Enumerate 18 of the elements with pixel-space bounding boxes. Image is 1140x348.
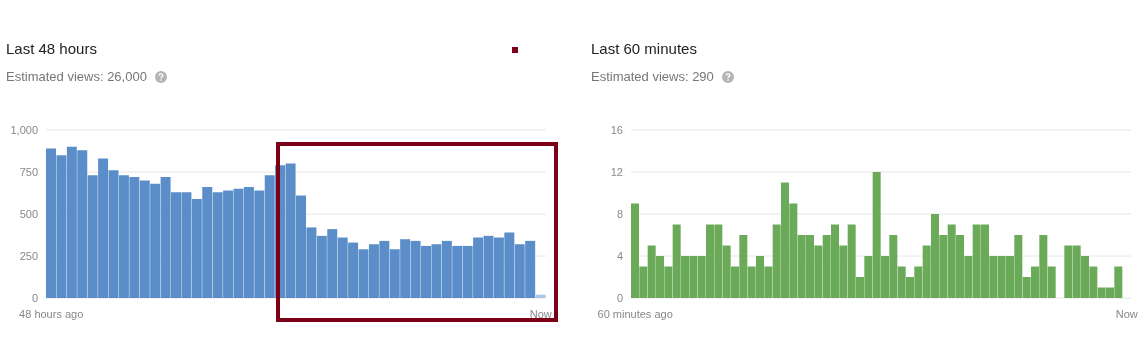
chart-subtitle: Estimated views: 290: [591, 69, 714, 84]
x-tick-label: 60 minutes ago: [597, 308, 673, 320]
y-tick-label: 8: [616, 207, 623, 220]
y-tick-label: 0: [31, 291, 38, 304]
y-tick-label: 16: [610, 123, 623, 136]
chart-title: Last 48 hours: [6, 40, 97, 57]
x-tick-label: Now: [529, 308, 552, 320]
chart-title: Last 60 minutes: [591, 40, 697, 57]
y-tick-label: 500: [19, 207, 38, 220]
chart-subtitle: Estimated views: 26,000: [6, 69, 147, 84]
y-tick-label: 0: [616, 291, 623, 304]
y-tick-label: 750: [19, 165, 38, 178]
y-tick-label: 12: [610, 165, 623, 178]
y-tick-label: 4: [616, 249, 623, 262]
y-tick-label: 250: [19, 249, 38, 262]
x-tick-label: Now: [1115, 308, 1138, 320]
x-tick-label: 48 hours ago: [19, 308, 84, 320]
y-tick-label: 1,000: [10, 123, 38, 136]
